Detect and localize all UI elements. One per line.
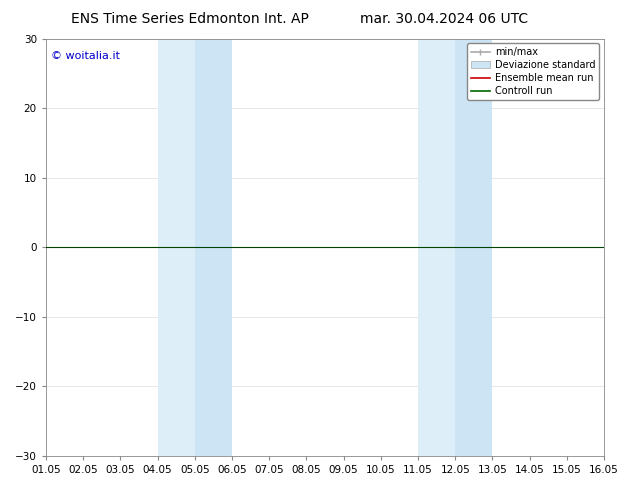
Legend: min/max, Deviazione standard, Ensemble mean run, Controll run: min/max, Deviazione standard, Ensemble m… [467, 44, 599, 100]
Text: ENS Time Series Edmonton Int. AP: ENS Time Series Edmonton Int. AP [71, 12, 309, 26]
Bar [195, 39, 232, 456]
Text: © woitalia.it: © woitalia.it [51, 51, 120, 61]
Text: mar. 30.04.2024 06 UTC: mar. 30.04.2024 06 UTC [359, 12, 528, 26]
Bar [455, 39, 493, 456]
Bar [418, 39, 455, 456]
Bar [157, 39, 195, 456]
